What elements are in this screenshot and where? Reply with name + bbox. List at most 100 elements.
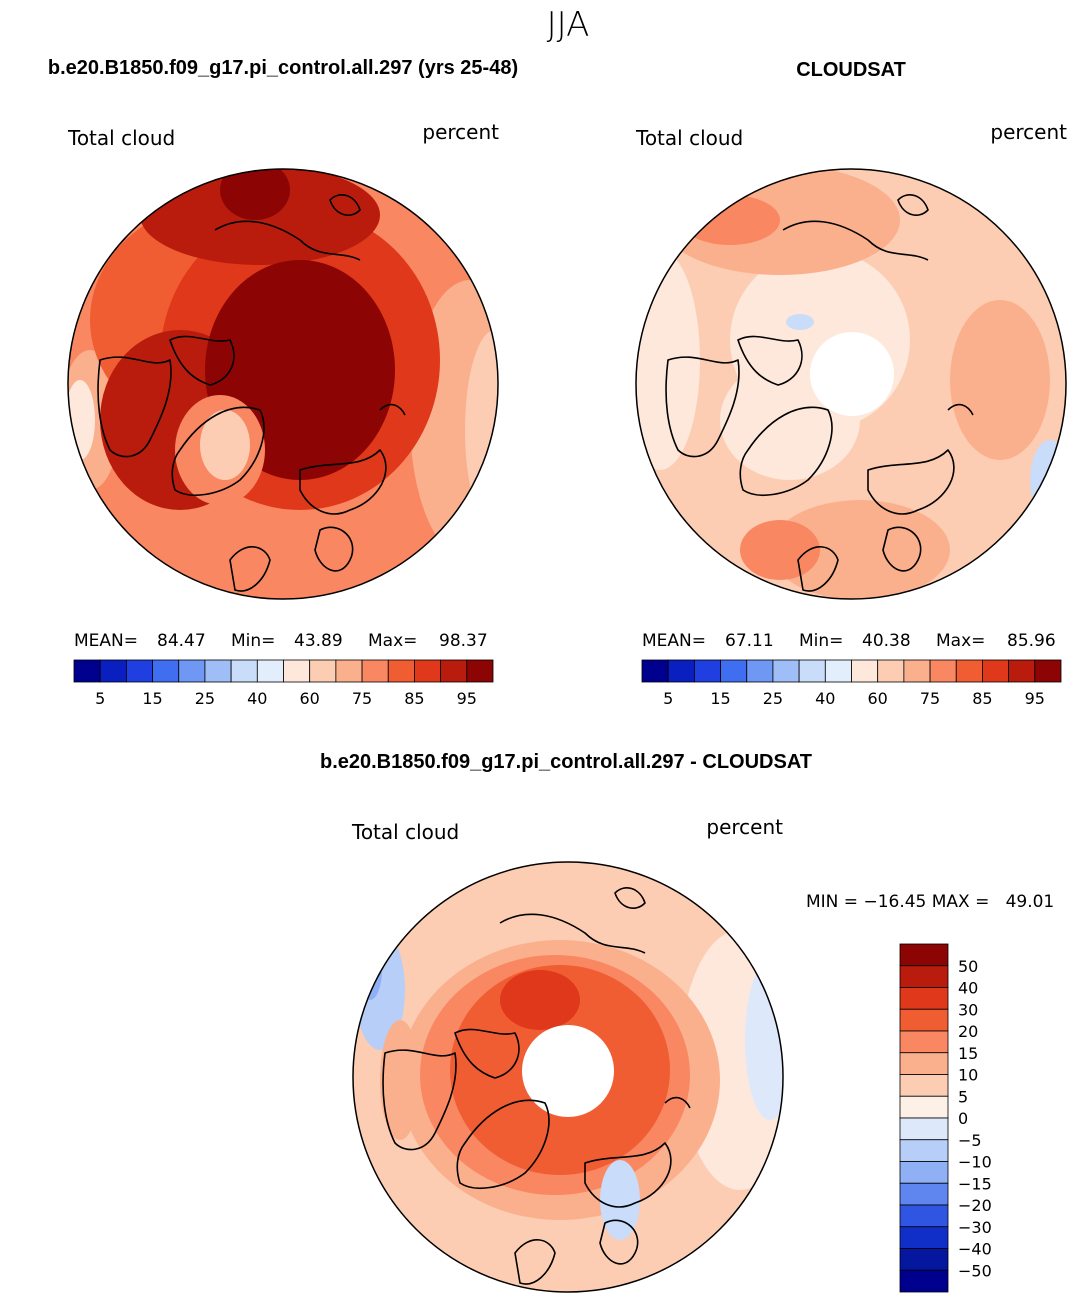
colorbar-swatch [720,659,748,683]
map-field [1030,440,1066,520]
colorbar-swatch [772,659,800,683]
colorbar-swatch [899,1117,949,1141]
season-title: JJA [547,5,590,45]
colorbar-tick-label: 25 [763,689,783,708]
colorbar-swatch [414,659,442,683]
colorbar-swatch [387,659,415,683]
colorbar-swatch [929,659,957,683]
coastlines [382,887,691,1285]
colorbar-swatch [309,659,337,683]
colorbar-tick-label: −50 [958,1261,992,1280]
map-field [740,520,820,580]
coastlines [665,194,974,592]
colorbar-swatch [899,1074,949,1097]
stats-line: MEAN= 67.11 Min= 40.38 Max= 85.96 [642,631,1056,651]
colorbar-swatch [899,943,949,967]
colorbar-swatch [899,1008,949,1032]
map-boundary [67,168,499,600]
colorbar-swatch [73,659,101,683]
colorbar-swatch [125,659,153,683]
map-field [600,1160,640,1240]
max-label: Max= [936,631,985,651]
polar-map [636,169,1066,599]
colorbar-swatch [99,659,127,683]
colorbar-swatch [899,1139,949,1162]
map-boundary [352,861,784,1293]
colorbar-tick-label: −30 [958,1218,992,1237]
colorbar-tick-label: −20 [958,1196,992,1215]
colorbar-tick-label: −40 [958,1240,992,1259]
colorbar-swatch [877,659,905,683]
map-field [636,250,700,470]
min-value: 40.38 [862,631,911,651]
missing-data-region [522,1025,614,1117]
colorbar-swatch [982,659,1010,683]
min-value: 43.89 [294,631,343,651]
colorbar-swatch [256,659,284,683]
colorbar-swatch [903,659,931,683]
colorbar-tick-label: 95 [457,689,477,708]
map-field [786,314,814,330]
map-field [500,970,580,1030]
mean-label: MEAN= [74,631,138,651]
colorbar-swatch [899,1095,949,1119]
colorbar-tick-label: −15 [958,1174,992,1193]
colorbar-swatch [899,1226,949,1249]
colorbar-tick-label: 40 [247,689,267,708]
colorbar-swatch [335,659,363,683]
colorbar-swatch [899,1248,949,1271]
colorbar-tick-label: 85 [972,689,992,708]
panel-cloudsat: CLOUDSAT Total cloud percent [635,59,1067,708]
colorbar-tick-label: 25 [195,689,215,708]
colorbar-tick-label: 5 [663,689,673,708]
polar-map [68,169,498,599]
map-field [358,940,382,1000]
units-label: percent [422,120,499,144]
colorbar-swatch [641,659,669,683]
colorbar-tick-label: 75 [352,689,372,708]
colorbar-swatch [667,659,695,683]
map-field [68,380,95,460]
panel-model: b.e20.B1850.f09_g17.pi_control.all.297 (… [48,57,518,708]
variable-label: Total cloud [67,126,175,150]
panel-title: b.e20.B1850.f09_g17.pi_control.all.297 -… [320,751,812,773]
colorbar-swatch [824,659,852,683]
colorbar-swatch [204,659,232,683]
colorbar-swatch [230,659,258,683]
colorbar-tick-label: 5 [958,1087,968,1106]
colorbar-swatch [899,1030,949,1054]
panel-title: b.e20.B1850.f09_g17.pi_control.all.297 (… [48,57,518,79]
colorbar: 5 15 25 40 60 75 85 95 [73,659,494,708]
colorbar-swatch [1008,659,1036,683]
units-label: percent [990,120,1067,144]
max-value: 85.96 [1007,631,1056,651]
colorbar-swatch [693,659,721,683]
mean-value: 67.11 [725,631,774,651]
colorbar-swatch [440,659,468,683]
colorbar-swatch [361,659,389,683]
colorbar-swatch [899,1204,949,1228]
colorbar-tick-label: 15 [958,1044,978,1063]
colorbar-tick-label: 40 [958,979,978,998]
coastlines [97,194,406,592]
colorbar-swatch [899,1269,949,1293]
colorbar-tick-label: −10 [958,1153,992,1172]
colorbar-swatch [152,659,180,683]
min-label: Min= [799,631,843,651]
colorbar: 5 15 25 40 60 75 85 95 [641,659,1062,708]
colorbar-tick-label: −5 [958,1131,982,1150]
mean-value: 84.47 [157,631,206,651]
map-boundary [635,168,1067,600]
colorbar-swatch [283,659,311,683]
map-field [745,960,783,1120]
mean-label: MEAN= [642,631,706,651]
colorbar-swatch [746,659,774,683]
min-max-label: MIN = −16.45 MAX = 49.01 [806,892,1054,912]
units-label: percent [706,815,783,839]
colorbar-tick-label: 95 [1025,689,1045,708]
map-field [950,300,1050,460]
colorbar-tick-label: 60 [868,689,888,708]
min-label: Min= [231,631,275,651]
colorbar-tick-label: 50 [958,957,978,976]
